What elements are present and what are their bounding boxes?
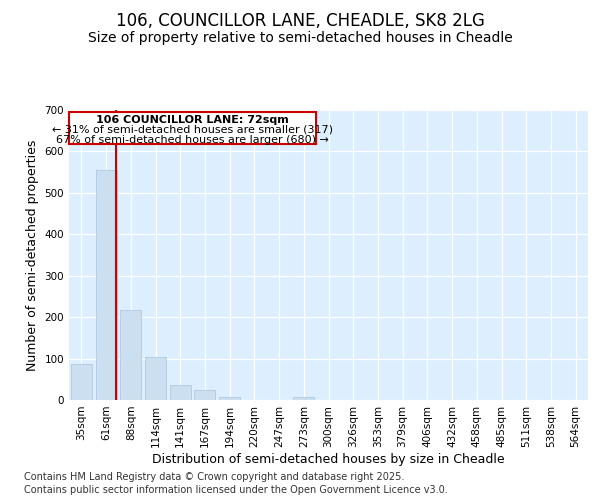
Bar (194, 390, 215, 400)
Bar (71, 364, 92, 400)
Bar (120, 310, 141, 400)
Text: 106, COUNCILLOR LANE, CHEADLE, SK8 2LG: 106, COUNCILLOR LANE, CHEADLE, SK8 2LG (116, 12, 484, 30)
Text: ← 31% of semi-detached houses are smaller (317): ← 31% of semi-detached houses are smalle… (52, 125, 334, 135)
Text: Size of property relative to semi-detached houses in Cheadle: Size of property relative to semi-detach… (88, 31, 512, 45)
Text: Contains public sector information licensed under the Open Government Licence v3: Contains public sector information licen… (24, 485, 448, 495)
Bar (70, 112, 316, 144)
Bar (219, 396, 240, 400)
Bar (145, 356, 166, 400)
Bar (170, 384, 191, 400)
Text: 67% of semi-detached houses are larger (680) →: 67% of semi-detached houses are larger (… (56, 135, 329, 145)
X-axis label: Distribution of semi-detached houses by size in Cheadle: Distribution of semi-detached houses by … (152, 452, 505, 466)
Bar (293, 396, 314, 400)
Text: Contains HM Land Registry data © Crown copyright and database right 2025.: Contains HM Land Registry data © Crown c… (24, 472, 404, 482)
Bar (95, 170, 116, 400)
Text: 106 COUNCILLOR LANE: 72sqm: 106 COUNCILLOR LANE: 72sqm (97, 115, 289, 125)
Y-axis label: Number of semi-detached properties: Number of semi-detached properties (26, 140, 39, 370)
